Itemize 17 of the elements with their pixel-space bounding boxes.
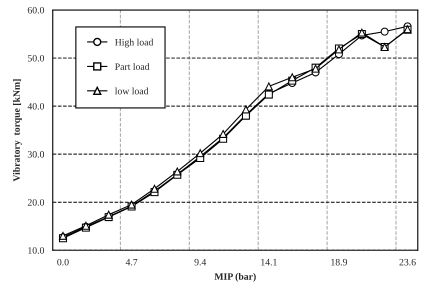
y-tick-label: 10.0 [28, 247, 44, 254]
legend-label: High load [115, 38, 154, 48]
x-tick-label: 4.7 [126, 258, 138, 266]
y-tick-label: 50.0 [28, 54, 44, 62]
y-tick-label: 40.0 [28, 103, 44, 110]
y-tick-label: 30.0 [28, 151, 44, 158]
legend-label: Part load [115, 63, 150, 70]
x-tick-label: 23.6 [399, 258, 416, 266]
x-tick-label: 9.4 [194, 258, 206, 266]
legend-label: low load [114, 88, 148, 94]
x-tick-label: 18.9 [331, 258, 348, 266]
x-tick-label: 14.1 [261, 258, 277, 266]
x-tick-label: 0.0 [57, 258, 69, 266]
y-tick-label: 60.0 [28, 6, 44, 14]
y-tick-label: 20.0 [28, 199, 44, 206]
y-axis-title: Vibratory torque [kNm] [13, 79, 22, 182]
x-axis-title: MIP (bar) [214, 272, 256, 282]
